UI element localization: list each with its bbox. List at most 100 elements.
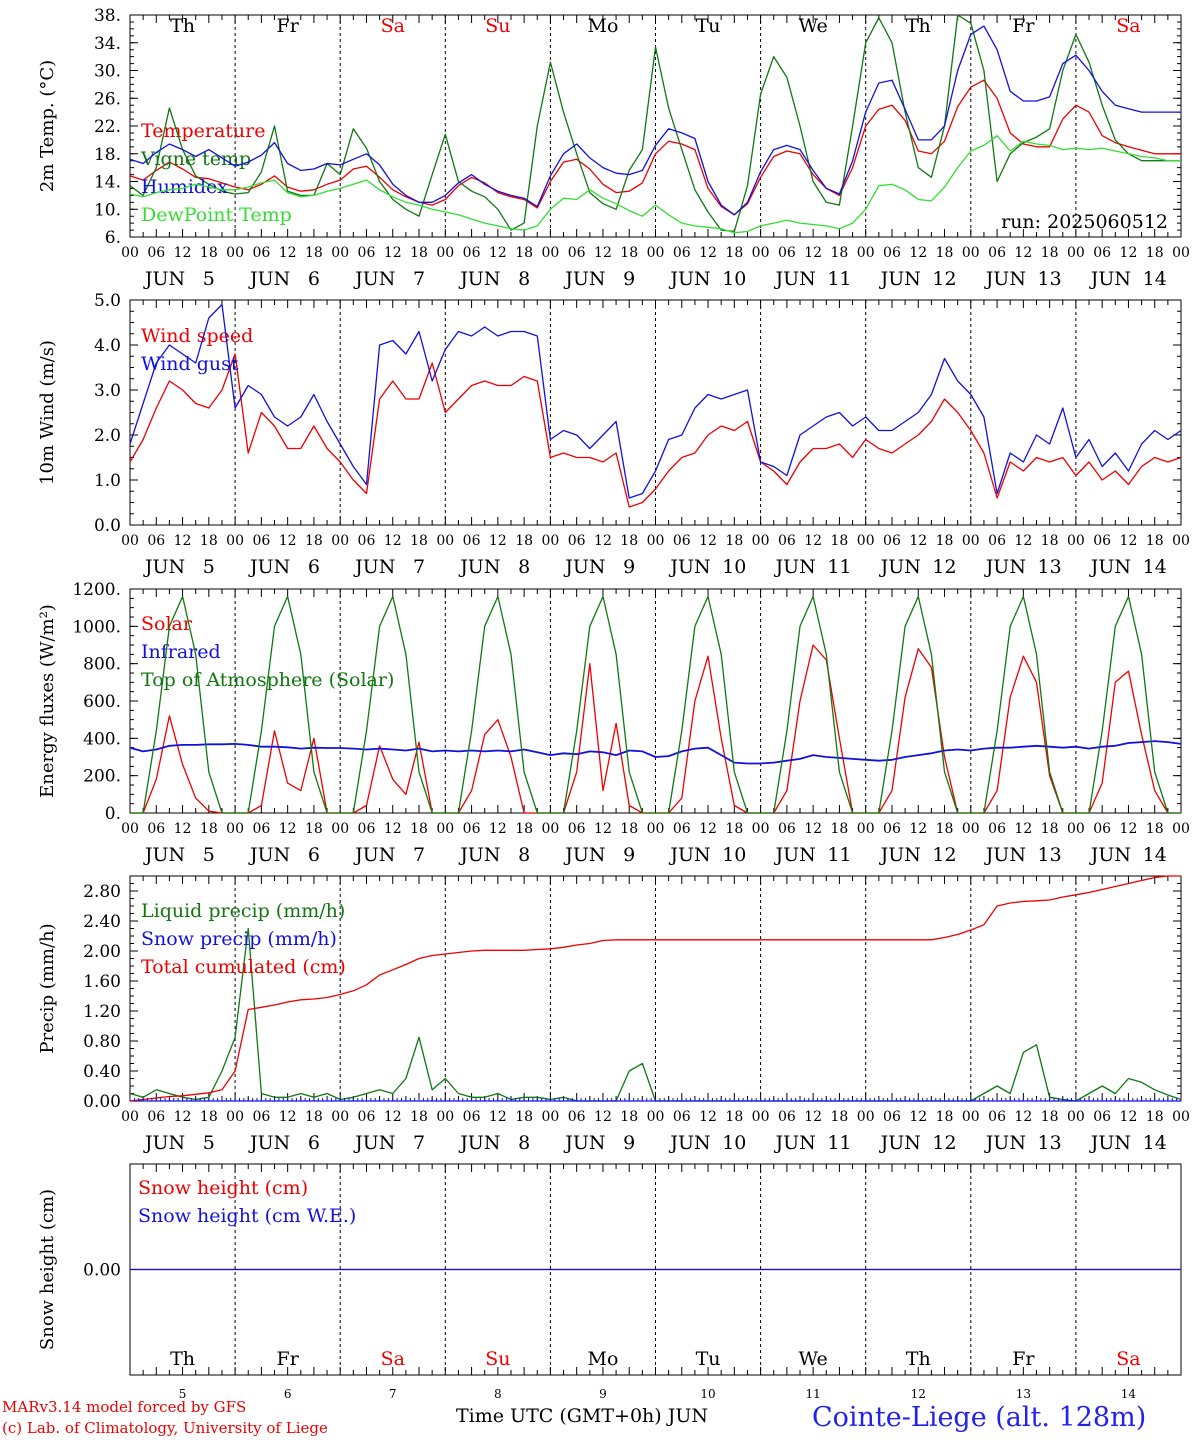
hour-label: 00 xyxy=(226,1109,244,1125)
y-tick-label: 0.40 xyxy=(83,1062,121,1082)
date-day-label: 11 xyxy=(827,1132,851,1154)
hour-label: 00 xyxy=(1067,533,1085,549)
date-month-label: JUN xyxy=(774,268,816,290)
hour-label: 12 xyxy=(909,1109,927,1125)
date-day-label: 10 xyxy=(722,1132,746,1154)
hour-label: 18 xyxy=(725,821,743,837)
hour-label: 12 xyxy=(384,245,402,261)
x-ticks xyxy=(129,876,1182,1101)
date-day-label: 11 xyxy=(827,268,851,290)
hour-label: 18 xyxy=(620,821,638,837)
hour-label: 06 xyxy=(988,1109,1006,1125)
date-day-label: 14 xyxy=(1143,1132,1167,1154)
hour-label: 06 xyxy=(883,245,901,261)
hour-label: 18 xyxy=(410,533,428,549)
date-month-label: JUN xyxy=(248,556,290,578)
weekday-label: Th xyxy=(170,15,195,37)
hour-label: 00 xyxy=(962,821,980,837)
hour-label: 12 xyxy=(489,821,507,837)
date-day-label: 13 xyxy=(1038,844,1062,866)
snow-ylabel: Snow height (cm) xyxy=(37,1189,58,1350)
hour-label: 12 xyxy=(594,821,612,837)
hour-label: 00 xyxy=(331,1109,349,1125)
hour-label: 12 xyxy=(1120,821,1138,837)
hour-label: 18 xyxy=(620,533,638,549)
date-day-label: 8 xyxy=(518,1132,530,1154)
hour-label: 06 xyxy=(778,533,796,549)
hour-label: 06 xyxy=(358,533,376,549)
hour-label: 00 xyxy=(436,533,454,549)
x-ticks xyxy=(129,300,1182,525)
hour-label: 18 xyxy=(515,821,533,837)
date-day-label: 7 xyxy=(413,556,425,578)
hour-label: 00 xyxy=(121,1109,139,1125)
y-tick-label: 2.80 xyxy=(83,882,121,902)
hour-label: 06 xyxy=(463,533,481,549)
date-day-label: 9 xyxy=(623,556,635,578)
weekday-label: Fr xyxy=(277,1348,300,1370)
lab-credit: (c) Lab. of Climatology, University of L… xyxy=(2,1419,328,1437)
hour-label: 06 xyxy=(778,245,796,261)
hour-label: 06 xyxy=(252,533,270,549)
date-day-label: 13 xyxy=(1016,1387,1031,1401)
date-day-label: 10 xyxy=(722,556,746,578)
run-label: run: 2025060512 xyxy=(1001,211,1168,233)
date-day-label: 12 xyxy=(911,1387,926,1401)
hour-label: 12 xyxy=(594,1109,612,1125)
hour-label: 00 xyxy=(121,821,139,837)
hour-label: 00 xyxy=(962,245,980,261)
hour-label: 18 xyxy=(410,821,428,837)
weekday-label: Sa xyxy=(1116,15,1140,37)
hour-label: 18 xyxy=(1146,245,1164,261)
date-month-label: JUN xyxy=(879,844,921,866)
date-day-label: 6 xyxy=(308,844,320,866)
hour-label: 00 xyxy=(647,533,665,549)
snow-panel: 0.00 Snow height (cm) Th Fr Sa Su Mo Tu We Th Fr Sa… xyxy=(37,1163,1182,1401)
weekday-label: Fr xyxy=(1012,15,1035,37)
date-day-label: 8 xyxy=(494,1387,502,1401)
weekday-label: Tu xyxy=(696,1348,721,1370)
date-month-label: JUN xyxy=(984,556,1026,578)
y-tick-label: 200. xyxy=(83,767,121,787)
legend-entry: Top of Atmosphere (Solar) xyxy=(141,669,394,691)
y-tick-label: 5.0 xyxy=(94,291,121,311)
date-month-label: JUN xyxy=(984,268,1026,290)
model-credit: MARv3.14 model forced by GFS xyxy=(2,1398,247,1416)
hour-label: 06 xyxy=(463,1109,481,1125)
hour-label: 06 xyxy=(568,821,586,837)
hour-label: 18 xyxy=(1041,533,1059,549)
hour-label: 12 xyxy=(804,1109,822,1125)
date-month-label: JUN xyxy=(984,844,1026,866)
hour-label: 00 xyxy=(331,245,349,261)
date-day-label: 10 xyxy=(722,844,746,866)
temp-series-line xyxy=(129,25,1181,216)
date-day-label: 14 xyxy=(1121,1387,1137,1401)
date-month-label: JUN xyxy=(668,268,710,290)
hour-label: 00 xyxy=(1067,245,1085,261)
hour-label: 12 xyxy=(174,245,192,261)
hour-label: 06 xyxy=(147,533,165,549)
hour-label: 18 xyxy=(620,245,638,261)
date-month-label: JUN xyxy=(774,1132,816,1154)
hour-label: 00 xyxy=(647,821,665,837)
weekday-label: Su xyxy=(485,1348,510,1370)
date-month-label: JUN xyxy=(1089,268,1131,290)
hour-label: 18 xyxy=(725,533,743,549)
hour-label: 06 xyxy=(358,1109,376,1125)
date-month-label: JUN xyxy=(1089,844,1131,866)
hour-label: 06 xyxy=(778,1109,796,1125)
wind-frame xyxy=(129,299,1182,526)
date-day-label: 5 xyxy=(203,556,215,578)
date-day-label: 11 xyxy=(827,556,851,578)
hour-label: 00 xyxy=(857,533,875,549)
date-month-label: JUN xyxy=(353,556,395,578)
date-day-label: 9 xyxy=(623,1132,635,1154)
date-day-label: 14 xyxy=(1143,844,1167,866)
date-month-label: JUN xyxy=(458,1132,500,1154)
date-day-label: 7 xyxy=(413,268,425,290)
weekday-label: Th xyxy=(906,1348,931,1370)
precip-panel: 0.00 0.40 0.80 1.20 1.60 2.00 2.40 2.80 Precip (… xyxy=(37,875,1190,1154)
weekday-label: Th xyxy=(170,1348,195,1370)
hour-label: 18 xyxy=(515,1109,533,1125)
